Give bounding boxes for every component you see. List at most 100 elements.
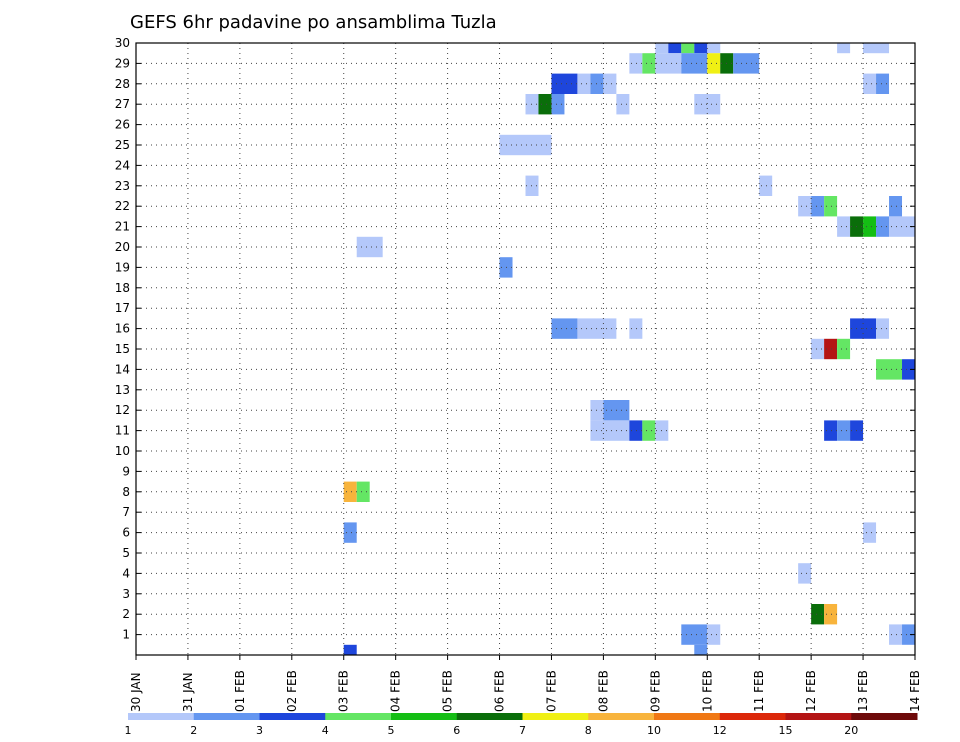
data-cell-35 bbox=[876, 216, 890, 237]
x-tick-label-13: 12 FEB bbox=[804, 670, 818, 712]
data-cell-39 bbox=[551, 318, 578, 339]
y-tick-label-24: 24 bbox=[115, 158, 130, 172]
data-cell-11 bbox=[707, 53, 721, 74]
y-tick-label-12: 12 bbox=[115, 403, 130, 417]
data-cells bbox=[343, 43, 915, 655]
data-cell-6 bbox=[863, 43, 890, 54]
data-cell-8 bbox=[642, 53, 656, 74]
y-tick-label-15: 15 bbox=[115, 342, 130, 356]
colorbar-label-7: 8 bbox=[585, 724, 592, 737]
y-tick-label-2: 2 bbox=[122, 607, 130, 621]
data-cell-63 bbox=[811, 604, 825, 625]
colorbar-label-11: 20 bbox=[844, 724, 858, 737]
y-tick-label-1: 1 bbox=[122, 628, 130, 642]
y-tick-label-11: 11 bbox=[115, 424, 130, 438]
x-axis: 30 JAN 31 JAN 01 FEB 02 FEB 03 FEB 04 FEB 05 F… bbox=[129, 655, 922, 712]
colorbar-swatch-6 bbox=[522, 713, 589, 720]
data-cell-17 bbox=[603, 73, 617, 94]
colorbar-label-1: 2 bbox=[190, 724, 197, 737]
y-tick-label-18: 18 bbox=[115, 281, 130, 295]
y-tick-label-22: 22 bbox=[115, 199, 130, 213]
data-cell-62 bbox=[798, 563, 812, 584]
colorbar-swatch-9 bbox=[719, 713, 786, 720]
data-cell-29 bbox=[811, 196, 825, 217]
y-tick-label-6: 6 bbox=[122, 526, 130, 540]
data-cell-5 bbox=[837, 43, 851, 54]
y-tick-label-16: 16 bbox=[115, 322, 130, 336]
data-cell-52 bbox=[629, 420, 643, 441]
data-cell-66 bbox=[707, 624, 721, 645]
x-tick-label-14: 13 FEB bbox=[856, 670, 870, 712]
y-tick-label-29: 29 bbox=[115, 56, 130, 70]
y-tick-label-19: 19 bbox=[115, 260, 130, 274]
data-cell-36 bbox=[889, 216, 915, 237]
x-tick-label-5: 04 FEB bbox=[389, 670, 403, 712]
data-cell-55 bbox=[824, 420, 838, 441]
data-cell-7 bbox=[629, 53, 643, 74]
data-cell-30 bbox=[824, 196, 838, 217]
data-cell-60 bbox=[343, 522, 357, 543]
x-tick-label-15: 14 FEB bbox=[908, 670, 922, 712]
colorbar-label-2: 3 bbox=[256, 724, 263, 737]
data-cell-44 bbox=[811, 338, 825, 360]
data-cell-48 bbox=[902, 359, 915, 380]
data-cell-45 bbox=[824, 338, 838, 360]
colorbar-label-3: 4 bbox=[322, 724, 329, 737]
data-cell-69 bbox=[343, 644, 357, 655]
data-cell-0 bbox=[655, 43, 669, 54]
colorbar-swatch-10 bbox=[785, 713, 852, 720]
y-tick-label-10: 10 bbox=[115, 444, 130, 458]
x-tick-label-10: 09 FEB bbox=[648, 670, 662, 712]
colorbar-label-4: 5 bbox=[388, 724, 395, 737]
y-tick-label-26: 26 bbox=[115, 118, 130, 132]
data-cell-1 bbox=[668, 43, 682, 54]
data-cell-19 bbox=[876, 73, 890, 94]
x-tick-label-0: 30 JAN bbox=[129, 672, 143, 712]
data-cell-14 bbox=[551, 73, 578, 94]
y-axis: 1234567891011121314151617181920212223242… bbox=[115, 36, 915, 642]
y-tick-label-17: 17 bbox=[115, 301, 130, 315]
data-cell-58 bbox=[343, 481, 357, 502]
data-cell-27 bbox=[759, 175, 773, 196]
data-cell-18 bbox=[863, 73, 877, 94]
y-tick-label-4: 4 bbox=[122, 566, 130, 580]
colorbar-label-9: 12 bbox=[713, 724, 727, 737]
data-cell-9 bbox=[655, 53, 682, 74]
x-tick-label-3: 02 FEB bbox=[285, 670, 299, 712]
data-cell-64 bbox=[824, 604, 838, 625]
data-cell-31 bbox=[889, 196, 903, 217]
data-cell-15 bbox=[577, 73, 591, 94]
y-tick-label-28: 28 bbox=[115, 77, 130, 91]
data-cell-59 bbox=[356, 481, 370, 502]
x-tick-label-1: 31 JAN bbox=[181, 672, 195, 712]
y-tick-label-5: 5 bbox=[122, 546, 130, 560]
data-cell-70 bbox=[694, 644, 708, 655]
colorbar-swatch-11 bbox=[851, 713, 918, 720]
x-tick-label-7: 06 FEB bbox=[493, 670, 507, 712]
colorbar: 1 2 3 4 5 6 7 8 10 12 15 20 bbox=[125, 713, 918, 737]
x-tick-label-4: 03 FEB bbox=[337, 670, 351, 712]
data-cell-10 bbox=[681, 53, 708, 74]
y-tick-label-9: 9 bbox=[122, 464, 130, 478]
x-tick-label-12: 11 FEB bbox=[752, 670, 766, 712]
y-tick-label-25: 25 bbox=[115, 138, 130, 152]
x-tick-label-11: 10 FEB bbox=[700, 670, 714, 712]
x-tick-label-2: 01 FEB bbox=[233, 670, 247, 712]
data-cell-46 bbox=[837, 338, 851, 360]
colorbar-label-6: 7 bbox=[519, 724, 526, 737]
y-tick-label-7: 7 bbox=[122, 505, 130, 519]
colorbar-label-0: 1 bbox=[125, 724, 132, 737]
colorbar-swatch-5 bbox=[456, 713, 523, 720]
data-cell-28 bbox=[798, 196, 812, 217]
data-cell-3 bbox=[694, 43, 708, 54]
data-cell-43 bbox=[876, 318, 890, 339]
data-cell-67 bbox=[889, 624, 903, 645]
y-tick-label-8: 8 bbox=[122, 485, 130, 499]
data-cell-41 bbox=[629, 318, 643, 339]
x-tick-label-6: 05 FEB bbox=[441, 670, 455, 712]
x-tick-label-8: 07 FEB bbox=[544, 670, 558, 712]
y-tick-label-23: 23 bbox=[115, 179, 130, 193]
colorbar-label-5: 6 bbox=[453, 724, 460, 737]
colorbar-swatch-1 bbox=[193, 713, 260, 720]
